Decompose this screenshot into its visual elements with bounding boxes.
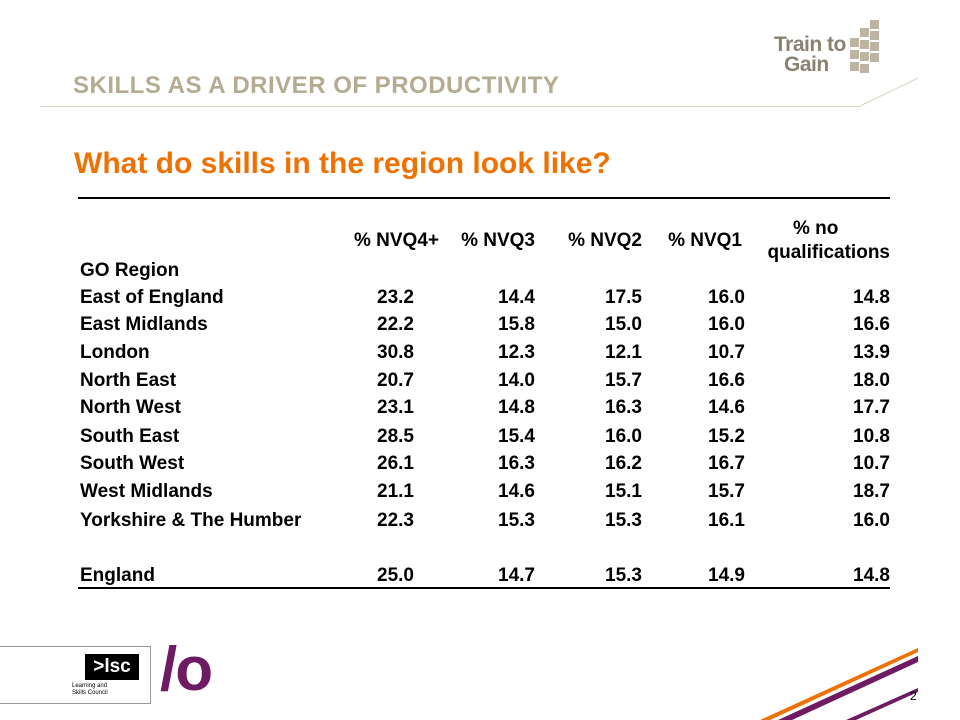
cell-value: 16.0 [708, 287, 745, 308]
table-top-rule [78, 197, 890, 199]
building-blocks-icon [850, 20, 879, 73]
slide-question: What do skills in the region look like? [74, 147, 611, 180]
cell-value: 17.7 [853, 397, 890, 418]
cell-value: 14.9 [708, 565, 745, 586]
lsc-mark: >lsc [85, 654, 139, 680]
row-label: South West [80, 453, 185, 474]
cell-value: 15.3 [498, 510, 535, 531]
header-rule [40, 106, 860, 107]
cell-value: 10.7 [853, 453, 890, 474]
cell-value: 13.9 [853, 342, 890, 363]
row-label: Yorkshire & The Humber [80, 510, 302, 531]
col-header-nvq1: % NVQ1 [668, 230, 742, 251]
col-header-noqual-line1: % no [793, 218, 839, 239]
cell-value: 14.8 [853, 565, 890, 586]
cell-value: 15.7 [708, 481, 745, 502]
cell-value: 14.6 [498, 481, 535, 502]
cell-value: 15.1 [605, 481, 642, 502]
cell-value: 16.0 [605, 426, 642, 447]
train-to-gain-logo: Train to Gain [774, 20, 884, 80]
row-label: England [80, 565, 155, 586]
cell-value: 22.3 [377, 510, 414, 531]
cell-value: 14.6 [708, 397, 745, 418]
cell-value: 10.8 [853, 426, 890, 447]
table-bottom-rule [78, 587, 890, 589]
logo-text-line2: Gain [784, 53, 829, 76]
cell-value: 28.5 [377, 426, 414, 447]
cell-value: 16.0 [853, 510, 890, 531]
row-label: London [80, 342, 150, 363]
cell-value: 16.6 [708, 370, 745, 391]
row-label: East Midlands [80, 314, 208, 335]
cell-value: 15.8 [498, 314, 535, 335]
cell-value: 21.1 [377, 481, 414, 502]
cell-value: 14.8 [498, 397, 535, 418]
cell-value: 18.7 [853, 481, 890, 502]
cell-value: 15.4 [498, 426, 535, 447]
col-header-nvq2: % NVQ2 [568, 230, 642, 251]
cell-value: 15.0 [605, 314, 642, 335]
cell-value: 15.7 [605, 370, 642, 391]
cell-value: 25.0 [377, 565, 414, 586]
cell-value: 30.8 [377, 342, 414, 363]
logo-text-line1: Train to [774, 33, 846, 56]
cell-value: 16.6 [853, 314, 890, 335]
row-label: North West [80, 397, 181, 418]
cell-value: 16.0 [708, 314, 745, 335]
cell-value: 16.7 [708, 453, 745, 474]
page-number: 2 [910, 689, 917, 703]
cell-value: 16.3 [605, 397, 642, 418]
io-logo: /o [160, 635, 213, 704]
row-label: North East [80, 370, 177, 391]
lsc-name-line2: Skills Council [72, 690, 108, 696]
cell-value: 14.8 [853, 287, 890, 308]
cell-value: 23.1 [377, 397, 414, 418]
cell-value: 15.3 [605, 565, 642, 586]
row-label: East of England [80, 287, 224, 308]
cell-value: 17.5 [605, 287, 642, 308]
lsc-logo: >lsc Learning and Skills Council [0, 646, 151, 704]
cell-value: 12.1 [605, 342, 642, 363]
cell-value: 15.2 [708, 426, 745, 447]
cell-value: 15.3 [605, 510, 642, 531]
cell-value: 14.0 [498, 370, 535, 391]
cell-value: 14.4 [498, 287, 535, 308]
cell-value: 20.7 [377, 370, 414, 391]
cell-value: 16.2 [605, 453, 642, 474]
region-header: GO Region [80, 260, 180, 281]
cell-value: 26.1 [377, 453, 414, 474]
cell-value: 10.7 [708, 342, 745, 363]
lsc-name-line1: Learning and [72, 683, 108, 689]
cell-value: 12.3 [498, 342, 535, 363]
cell-value: 16.3 [498, 453, 535, 474]
lsc-name: Learning and Skills Council [72, 683, 108, 697]
cell-value: 16.1 [708, 510, 745, 531]
skills-table: % NVQ4+ % NVQ3 % NVQ2 % NVQ1 % no qualif… [78, 210, 890, 590]
row-label: South East [80, 426, 180, 447]
cell-value: 23.2 [377, 287, 414, 308]
cell-value: 14.7 [498, 565, 535, 586]
col-header-noqual-line2: qualifications [767, 242, 890, 263]
col-header-nvq4: % NVQ4+ [353, 230, 439, 251]
col-header-nvq3: % NVQ3 [461, 230, 535, 251]
cell-value: 18.0 [853, 370, 890, 391]
section-title: SKILLS AS A DRIVER OF PRODUCTIVITY [73, 72, 560, 99]
row-label: West Midlands [80, 481, 213, 502]
cell-value: 22.2 [377, 314, 414, 335]
